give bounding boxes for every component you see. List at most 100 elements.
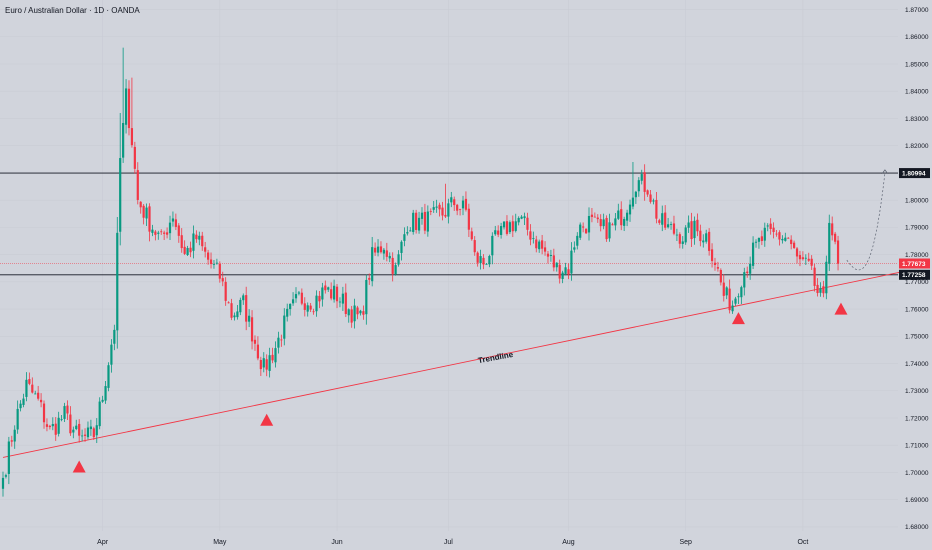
candle-body [209, 259, 213, 265]
candle-body [92, 428, 95, 438]
candle-body [798, 255, 802, 260]
y-tick-label: 1.87000 [905, 7, 929, 14]
candle-body [283, 315, 286, 339]
candle-body [400, 241, 403, 253]
y-tick-label: 1.75000 [905, 334, 929, 341]
candle-body [362, 311, 365, 315]
candle-body [640, 174, 643, 181]
candle-body [350, 309, 353, 323]
y-tick-label: 1.86000 [905, 34, 929, 41]
candle-body [66, 405, 69, 414]
candle-body [728, 288, 731, 311]
projection-arrowhead [881, 169, 889, 175]
candle-body [658, 220, 661, 223]
candle-body [804, 257, 807, 259]
candle-body [549, 254, 553, 256]
y-tick-label: 1.82000 [905, 143, 929, 150]
candle-body [409, 230, 412, 232]
candle-body [19, 403, 22, 409]
candle-body [807, 258, 810, 261]
candle-body [620, 209, 623, 226]
candle-body [681, 241, 684, 244]
candle-body [42, 403, 46, 423]
candle-body [168, 222, 172, 234]
candle-body [444, 214, 447, 217]
candle-body [368, 277, 371, 280]
x-tick-label: Sep [679, 539, 692, 546]
candle-body [81, 435, 84, 437]
candle-body [699, 230, 702, 242]
y-tick-label: 1.79000 [905, 225, 929, 232]
chart-title: Euro / Australian Dollar · 1D · OANDA [5, 6, 140, 15]
candle-body [737, 296, 740, 298]
candle-body [760, 236, 763, 242]
triangle-marker [72, 460, 86, 473]
candle-body [294, 294, 298, 299]
candle-body [426, 211, 429, 232]
candle-body [221, 278, 224, 282]
candle-body [687, 222, 690, 228]
candle-body [576, 235, 579, 246]
candle-body [450, 197, 453, 203]
candle-body [321, 287, 324, 300]
candle-body [60, 419, 63, 421]
candle-body [751, 242, 755, 266]
candle-body [37, 392, 40, 399]
candle-body [482, 257, 485, 265]
y-tick-label: 1.69000 [905, 497, 929, 504]
marker-layer [72, 302, 848, 473]
candle-body [479, 256, 482, 264]
candle-body [379, 246, 383, 253]
candle-body [567, 269, 570, 275]
candle-body [130, 128, 134, 146]
candle-body [89, 426, 92, 430]
candle-body [447, 203, 450, 217]
candle-body [561, 272, 564, 280]
candle-body [69, 414, 72, 434]
candle-body [555, 262, 558, 268]
candle-body [13, 429, 16, 442]
candle-body [198, 235, 201, 240]
candle-body [195, 234, 198, 240]
candle-body [458, 208, 462, 210]
projection-layer [846, 169, 889, 271]
candle-body [28, 379, 31, 384]
price-axis[interactable]: 1.87000 1.86000 1.85000 1.84000 1.83000 1.820… [905, 7, 929, 531]
price-tag-label: 1.80994 [902, 170, 926, 177]
candle-body [743, 272, 746, 288]
candle-body [429, 211, 432, 212]
price-tags: 1.80994 1.77673 1.77258 [899, 168, 930, 280]
candle-body [224, 281, 227, 301]
candle-body [385, 250, 388, 257]
candle-body [801, 257, 804, 260]
y-tick-label: 1.84000 [905, 89, 929, 96]
candle-body [104, 386, 107, 401]
candle-body [696, 219, 699, 232]
candle-body [262, 358, 265, 368]
candle-body [242, 295, 245, 301]
candle-body [192, 233, 195, 251]
candle-body [382, 249, 385, 254]
candle-body [356, 307, 359, 315]
x-tick-label: Apr [97, 539, 109, 546]
candle-body [564, 267, 567, 274]
candle-body [637, 180, 640, 192]
candle-body [787, 237, 790, 239]
y-tick-label: 1.74000 [905, 361, 929, 368]
candle-body [297, 292, 301, 294]
candle-body [631, 197, 635, 207]
candle-body [57, 417, 60, 434]
candle-body [819, 288, 822, 293]
candle-body [163, 232, 166, 234]
candle-body [435, 206, 438, 208]
candle-body [280, 339, 283, 341]
candle-body [725, 287, 728, 296]
candle-body [239, 299, 242, 313]
candle-body [177, 225, 180, 236]
candle-body [529, 231, 532, 240]
candle-body [338, 301, 342, 303]
time-axis[interactable]: Apr May Jun Jul Aug Sep Oct [97, 539, 808, 546]
candle-body [303, 303, 306, 310]
candle-body [526, 217, 529, 230]
